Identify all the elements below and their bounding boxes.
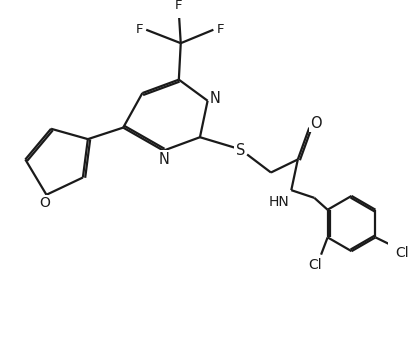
Text: F: F bbox=[175, 0, 182, 12]
Text: F: F bbox=[135, 23, 143, 36]
Text: Cl: Cl bbox=[308, 258, 322, 272]
Text: N: N bbox=[159, 152, 170, 167]
Text: F: F bbox=[216, 23, 224, 36]
Text: N: N bbox=[210, 91, 221, 106]
Text: HN: HN bbox=[268, 195, 289, 209]
Text: O: O bbox=[39, 196, 50, 210]
Text: O: O bbox=[310, 116, 322, 131]
Text: S: S bbox=[236, 143, 245, 158]
Text: Cl: Cl bbox=[396, 247, 409, 261]
